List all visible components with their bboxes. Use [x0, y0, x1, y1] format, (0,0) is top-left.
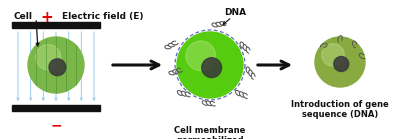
Text: Cell: Cell — [13, 12, 32, 21]
Circle shape — [322, 44, 344, 66]
Text: −: − — [50, 118, 62, 132]
Circle shape — [36, 45, 61, 70]
Circle shape — [315, 37, 365, 87]
Bar — [12, 22, 100, 28]
Circle shape — [186, 41, 216, 71]
Text: DNA: DNA — [224, 8, 246, 17]
Text: +: + — [41, 10, 53, 25]
Circle shape — [202, 58, 222, 78]
Text: Introduction of gene
sequence (DNA): Introduction of gene sequence (DNA) — [291, 100, 389, 119]
Bar — [12, 105, 100, 111]
Circle shape — [49, 59, 66, 76]
Circle shape — [177, 32, 243, 98]
Circle shape — [28, 37, 84, 93]
Circle shape — [334, 56, 349, 71]
Text: Cell membrane
permeabilized: Cell membrane permeabilized — [174, 126, 246, 139]
Text: Electric field (E): Electric field (E) — [62, 12, 143, 21]
